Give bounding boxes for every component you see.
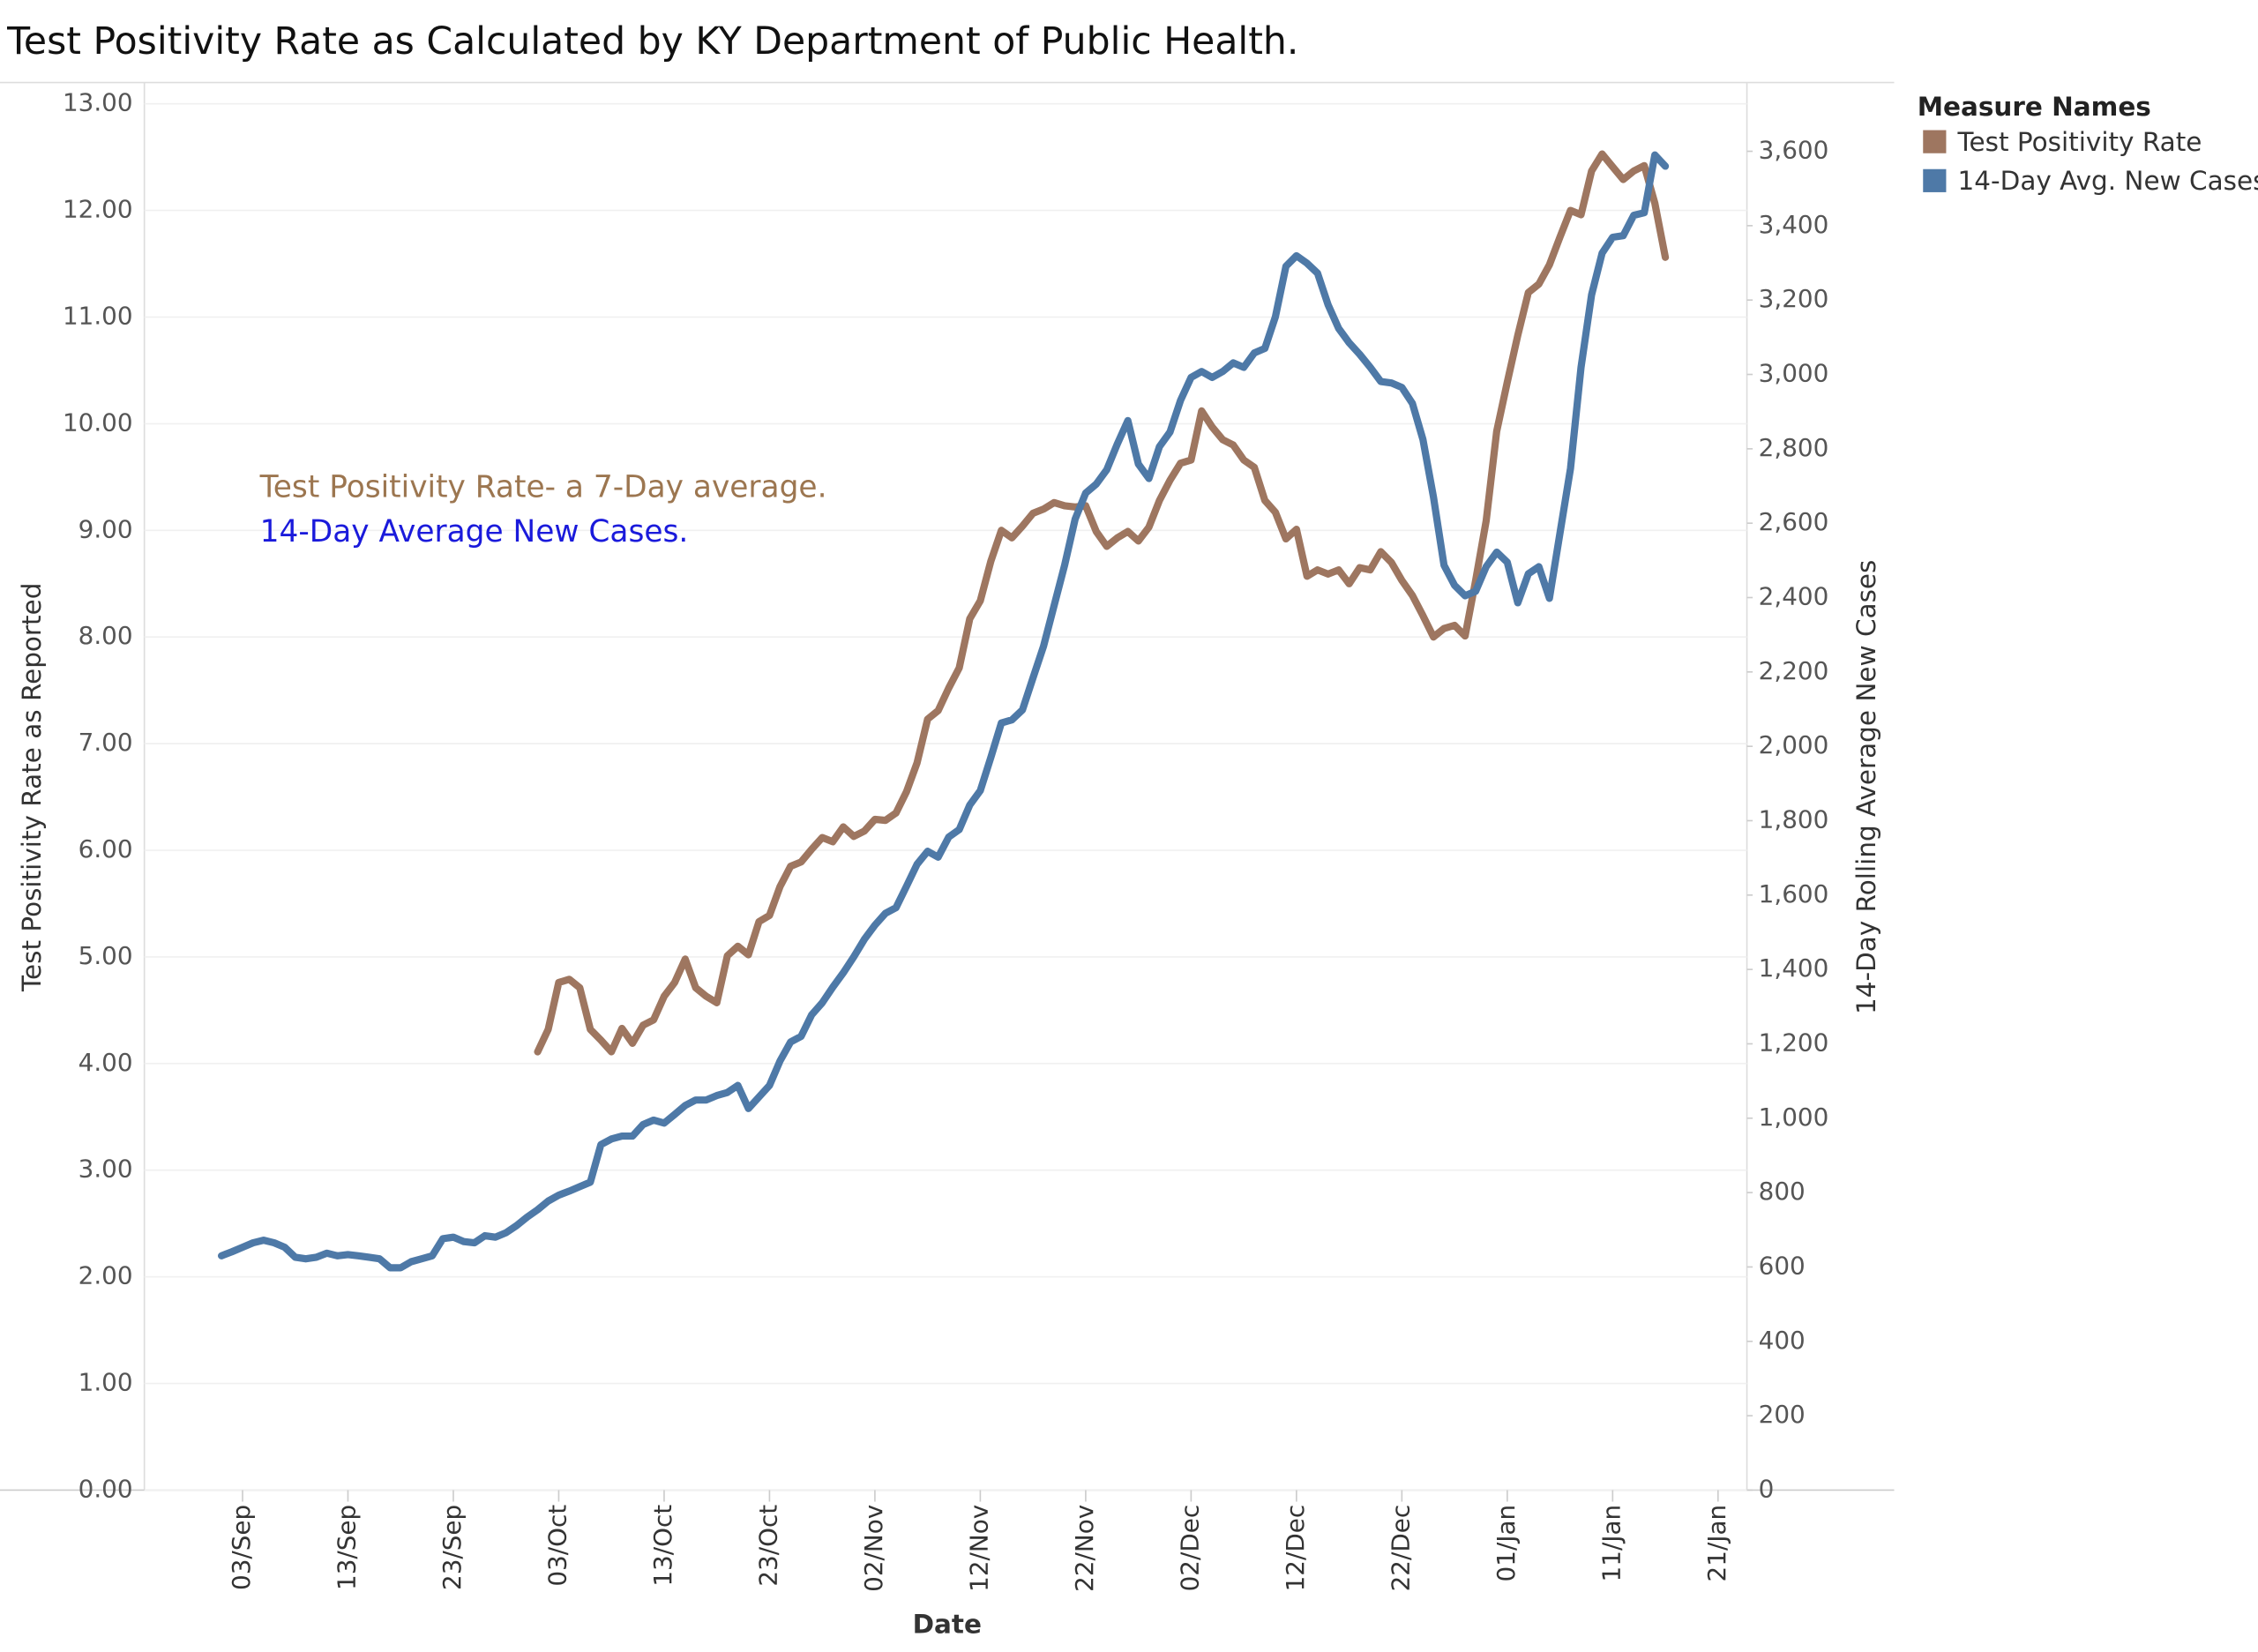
annotation: Test Positivity Rate- a 7-Day average. (259, 469, 827, 505)
legend-label: 14-Day Avg. New Cases (1958, 166, 2258, 196)
y-tick-label: 8.00 (79, 621, 133, 650)
y2-tick-label: 3,400 (1759, 210, 1829, 239)
x-tick-label: 21/Jan (1702, 1505, 1731, 1582)
x-tick-label: 13/Sep (332, 1505, 361, 1590)
x-tick-label: 03/Sep (227, 1505, 256, 1590)
y2-tick-label: 3,600 (1759, 136, 1829, 165)
y2-tick-label: 400 (1759, 1326, 1806, 1355)
y-tick-label: 2.00 (79, 1261, 133, 1290)
y2-tick-label: 0 (1759, 1474, 1775, 1503)
x-axis-title: Date (913, 1609, 982, 1639)
x-tick-label: 01/Jan (1492, 1505, 1521, 1582)
y2-tick-label: 1,400 (1759, 953, 1829, 983)
x-tick-label: 23/Sep (437, 1505, 467, 1590)
y-tick-label: 1.00 (79, 1368, 133, 1397)
legend-swatch (1923, 130, 1947, 153)
y2-tick-label: 600 (1759, 1251, 1806, 1280)
y2-tick-label: 1,800 (1759, 804, 1829, 833)
y-tick-label: 11.00 (63, 302, 133, 331)
x-tick-label: 23/Oct (753, 1505, 782, 1587)
legend-title: Measure Names (1918, 92, 2151, 122)
y2-tick-label: 1,200 (1759, 1028, 1829, 1057)
y2-tick-label: 2,800 (1759, 433, 1829, 462)
series-line (534, 150, 1670, 1056)
x-tick-label: 12/Nov (964, 1505, 993, 1592)
y2-tick-label: 2,000 (1759, 730, 1829, 759)
y2-tick-label: 200 (1759, 1400, 1806, 1429)
y-tick-label: 0.00 (79, 1474, 133, 1503)
y-tick-label: 3.00 (79, 1155, 133, 1184)
legend-label: Test Positivity Rate (1957, 127, 2202, 157)
y-tick-label: 6.00 (79, 834, 133, 863)
y-tick-label: 13.00 (63, 88, 133, 117)
y-tick-label: 10.00 (63, 407, 133, 437)
x-tick-label: 02/Nov (859, 1505, 888, 1592)
y-tick-label: 4.00 (79, 1048, 133, 1077)
y2-tick-label: 800 (1759, 1177, 1806, 1206)
y2-tick-label: 3,000 (1759, 359, 1829, 388)
y-axis-title: Test Positivity Rate as Reported (17, 583, 47, 992)
x-tick-label: 22/Nov (1070, 1505, 1099, 1592)
y-tick-label: 7.00 (79, 728, 133, 757)
y-tick-label: 9.00 (79, 514, 133, 543)
series-line (217, 151, 1670, 1272)
x-tick-label: 02/Dec (1175, 1505, 1204, 1592)
annotation: 14-Day Average New Cases. (260, 514, 689, 549)
x-tick-label: 12/Dec (1281, 1505, 1310, 1592)
y2-tick-label: 3,200 (1759, 284, 1829, 313)
y-tick-label: 5.00 (79, 941, 133, 970)
chart-title: Test Positivity Rate as Calculated by KY… (6, 20, 1298, 64)
x-tick-label: 11/Jan (1596, 1505, 1626, 1582)
x-tick-label: 13/Oct (648, 1505, 677, 1587)
y2-tick-label: 2,600 (1759, 507, 1829, 536)
y-tick-label: 12.00 (63, 195, 133, 224)
legend-swatch (1923, 168, 1947, 192)
x-tick-label: 03/Oct (542, 1505, 572, 1587)
y2-tick-label: 1,000 (1759, 1103, 1829, 1132)
y2-tick-label: 2,200 (1759, 656, 1829, 685)
y2-axis-title: 14-Day Rolling Average New Cases (1851, 560, 1881, 1014)
y2-tick-label: 1,600 (1759, 879, 1829, 908)
x-tick-label: 22/Dec (1386, 1505, 1415, 1592)
y2-tick-label: 2,400 (1759, 582, 1829, 611)
